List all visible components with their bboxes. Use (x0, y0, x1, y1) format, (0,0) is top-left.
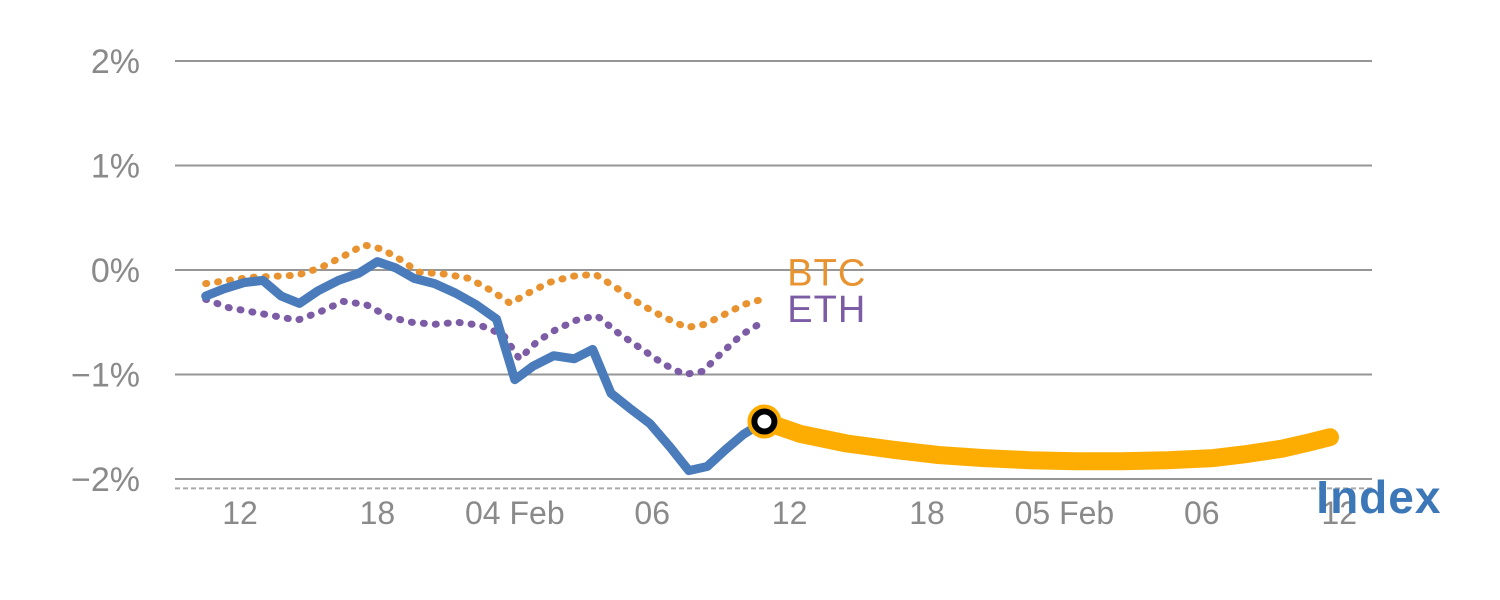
series-label-eth: ETH (787, 289, 866, 331)
x-tick-label: 18 (360, 495, 396, 531)
x-tick-label: 12 (222, 495, 258, 531)
y-tick-label: −2% (71, 461, 140, 499)
y-tick-label: 1% (91, 147, 140, 185)
x-tick-label: 06 (634, 495, 670, 531)
series-line-index (201, 257, 769, 476)
x-tick-label: 05 Feb (1015, 495, 1115, 531)
x-tick-label: 06 (1184, 495, 1220, 531)
x-tick-label: 12 (1321, 495, 1357, 531)
x-tick-label: 04 Feb (465, 495, 565, 531)
x-tick-label: 18 (909, 495, 945, 531)
series-label-index: Index (1316, 471, 1441, 523)
y-tick-label: 2% (91, 43, 140, 81)
y-tick-label: 0% (91, 252, 140, 290)
series-label-btc: BTC (787, 252, 866, 294)
x-tick-label: 12 (772, 495, 808, 531)
series-line-forecast (755, 412, 1339, 471)
y-tick-label: −1% (71, 356, 140, 394)
series-line-btc (202, 241, 766, 331)
forecast-start-marker (751, 408, 778, 435)
